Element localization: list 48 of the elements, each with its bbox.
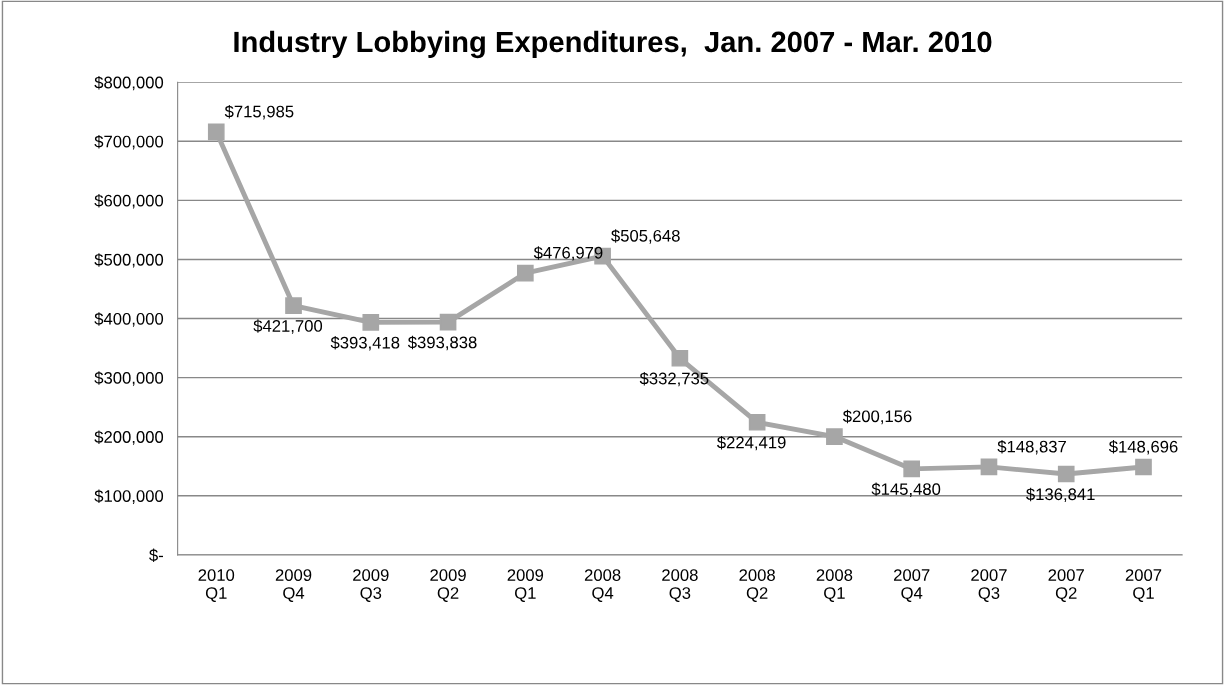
data-label: $332,735 [639, 371, 709, 387]
data-label: $476,979 [533, 246, 603, 261]
x-tick-label: 2009 Q4 [275, 569, 312, 602]
x-tick-label: 2009 Q3 [353, 569, 389, 602]
chart-title: Industry Lobbying Expenditures, Jan. 2007 - Mar. 2010 [234, 30, 992, 59]
y-tick-label: $700,000 [94, 134, 164, 150]
y-tick-label: $300,000 [94, 371, 164, 386]
point [362, 314, 380, 331]
y-tick-label: $400,000 [94, 312, 164, 327]
y-tick-label: $200,000 [94, 430, 164, 445]
x-tick-label: 2009 Q2 [430, 569, 466, 602]
data-label: $393,838 [407, 335, 477, 351]
data-label: $145,480 [871, 482, 941, 497]
x-tick-label: 2008 Q2 [739, 569, 775, 602]
point [671, 349, 689, 367]
x-tick-label: 2007 Q3 [971, 569, 1007, 602]
point [980, 458, 998, 476]
point [517, 264, 534, 282]
data-label: $148,837 [997, 440, 1066, 455]
x-tick-label: 2007 Q1 [1125, 569, 1162, 602]
y-tick-label: $100,000 [94, 489, 164, 504]
y-tick-label: $500,000 [94, 253, 164, 268]
x-tick-label: 2008 Q1 [816, 569, 853, 602]
data-label: $715,985 [224, 104, 294, 120]
x-tick-label: 2008 Q3 [662, 569, 698, 602]
x-tick-label: 2007 Q2 [1048, 569, 1084, 602]
x-tick-label: 2009 Q1 [507, 569, 544, 602]
point [1057, 465, 1075, 483]
point [826, 428, 843, 445]
x-tick-label: 2007 Q4 [893, 569, 930, 602]
point [207, 123, 225, 141]
data-label: $224,419 [717, 435, 786, 451]
point [439, 313, 457, 331]
point [1135, 458, 1152, 476]
x-tick-label: 2008 Q4 [584, 569, 621, 602]
data-label: $393,418 [330, 336, 400, 351]
x-tick-label: 2010 Q1 [198, 569, 235, 602]
y-tick-label: $600,000 [94, 194, 164, 209]
point [903, 460, 921, 478]
y-tick-label: $- [149, 548, 163, 563]
data-label: $200,156 [842, 409, 912, 425]
y-tick-label: $800,000 [94, 75, 164, 91]
data-label: $136,841 [1026, 487, 1095, 503]
data-label: $421,700 [253, 319, 323, 334]
point [285, 297, 302, 315]
data-label: $505,648 [611, 229, 680, 244]
point [748, 413, 766, 431]
data-label: $148,696 [1108, 440, 1178, 455]
